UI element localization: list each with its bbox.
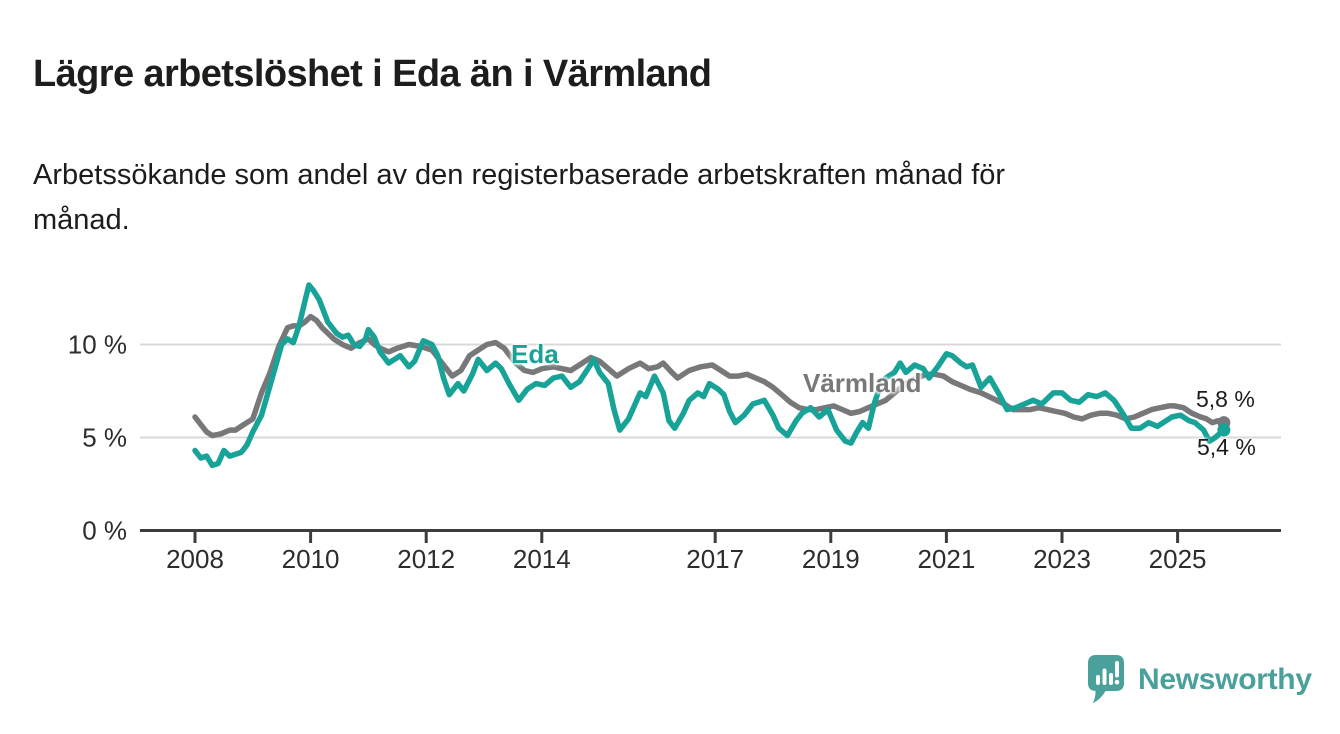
chart-canvas: 2008 2010 2012 2014 2017 2019 2021 2023 2025 0 % 5… [68, 282, 1281, 574]
newsworthy-logo-icon [1088, 655, 1124, 704]
x-tick-label: 2014 [513, 544, 571, 574]
x-tick-label: 2012 [397, 544, 455, 574]
x-tick-label: 2017 [686, 544, 744, 574]
eda-end-dot [1217, 423, 1231, 437]
y-tick-label: 0 % [82, 516, 127, 546]
x-tick-label: 2010 [282, 544, 340, 574]
x-tick-label: 2021 [917, 544, 975, 574]
eda-series-label: Eda [511, 339, 559, 369]
eda-line [192, 282, 1227, 469]
chart-subtitle: Arbetssökande som andel av den registerb… [33, 159, 1006, 236]
brand-name: Newsworthy [1138, 663, 1312, 696]
varmland-end-value-label: 5,8 % [1196, 386, 1255, 412]
page-title: Lägre arbetslöshet i Eda än i Värmland [33, 53, 712, 96]
y-tick-label: 10 % [68, 330, 127, 360]
vrmland-line [192, 313, 1227, 439]
brand-footer: Newsworthy [1086, 654, 1312, 706]
eda-end-value-label: 5,4 % [1197, 434, 1256, 460]
x-tick-label: 2025 [1149, 544, 1207, 574]
x-tick-label: 2023 [1033, 544, 1091, 574]
x-tick-label: 2008 [166, 544, 224, 574]
unemployment-line-chart: 2008 2010 2012 2014 2017 2019 2021 2023 2025 0 % 5… [0, 255, 1340, 595]
x-tick-label: 2019 [802, 544, 860, 574]
varmland-series-label: Värmland [803, 368, 922, 398]
y-tick-label: 5 % [82, 423, 127, 453]
